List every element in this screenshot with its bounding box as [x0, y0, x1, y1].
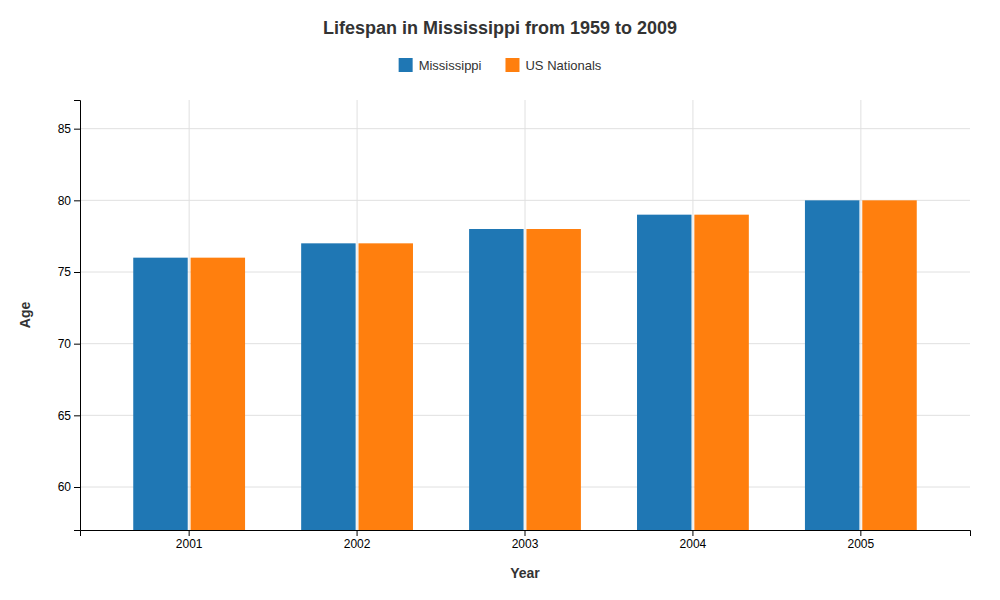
grid-line [357, 100, 358, 530]
x-tick-label: 2001 [176, 537, 203, 551]
y-tick: 65 [58, 409, 80, 423]
legend: Mississippi US Nationals [399, 58, 602, 73]
bar [301, 243, 355, 530]
y-tick-label: 75 [58, 265, 72, 279]
x-tick-label: 2005 [847, 537, 874, 551]
y-tick-label: 85 [58, 122, 72, 136]
bar [694, 215, 748, 530]
grid-line [189, 100, 190, 530]
grid-line [525, 100, 526, 530]
y-tick-label: 65 [58, 409, 72, 423]
x-tick-label: 2002 [344, 537, 371, 551]
bar [469, 229, 523, 530]
x-tick: 2003 [512, 530, 539, 551]
x-tick: 2005 [847, 530, 874, 551]
bar [637, 215, 691, 530]
y-tick-label: 60 [58, 480, 72, 494]
bar [133, 258, 187, 530]
x-tick-label: 2004 [680, 537, 707, 551]
bar [359, 243, 413, 530]
bar [526, 229, 580, 530]
x-axis-line [81, 531, 971, 537]
y-tick-mark [74, 487, 80, 488]
x-tick: 2004 [680, 530, 707, 551]
x-tick: 2002 [344, 530, 371, 551]
legend-label: Mississippi [419, 58, 482, 73]
x-tick-mark [357, 530, 358, 536]
legend-swatch [399, 58, 413, 72]
y-axis-title: Age [17, 302, 33, 329]
y-tick: 75 [58, 265, 80, 279]
y-tick-mark [74, 200, 80, 201]
legend-item: US Nationals [505, 58, 601, 73]
y-tick-mark [74, 129, 80, 130]
x-tick-mark [860, 530, 861, 536]
grid-line [692, 100, 693, 530]
x-tick-label: 2003 [512, 537, 539, 551]
title: Lifespan in Mississippi from 1959 to 200… [323, 18, 677, 38]
x-axis-title: Year [510, 565, 540, 581]
y-tick-label: 80 [58, 194, 72, 208]
x-tick-mark [692, 530, 693, 536]
bar [191, 258, 245, 530]
x-tick: 2001 [176, 530, 203, 551]
legend-label: US Nationals [525, 58, 601, 73]
y-tick: 80 [58, 194, 80, 208]
bars [133, 200, 917, 530]
legend-item: Mississippi [399, 58, 482, 73]
chart: 2001 2002 2003 2004 2005 60 65 70 75 80 85 Year Age L… [0, 0, 1000, 600]
y-tick: 85 [58, 122, 80, 136]
x-tick-mark [525, 530, 526, 536]
y-axis: 60 65 70 75 80 85 [58, 101, 81, 531]
y-tick-mark [74, 272, 80, 273]
y-tick: 60 [58, 480, 80, 494]
bar [805, 200, 859, 530]
y-tick: 70 [58, 337, 80, 351]
x-tick-mark [189, 530, 190, 536]
grid [80, 100, 970, 530]
grid-line [860, 100, 861, 530]
bar [862, 200, 916, 530]
y-tick-mark [74, 344, 80, 345]
x-axis: 2001 2002 2003 2004 2005 [81, 530, 971, 551]
plot: 2001 2002 2003 2004 2005 60 65 70 75 80 85 Year Age [17, 100, 971, 581]
y-axis-line [74, 101, 81, 531]
y-tick-label: 70 [58, 337, 72, 351]
y-tick-mark [74, 415, 80, 416]
legend-swatch [505, 58, 519, 72]
